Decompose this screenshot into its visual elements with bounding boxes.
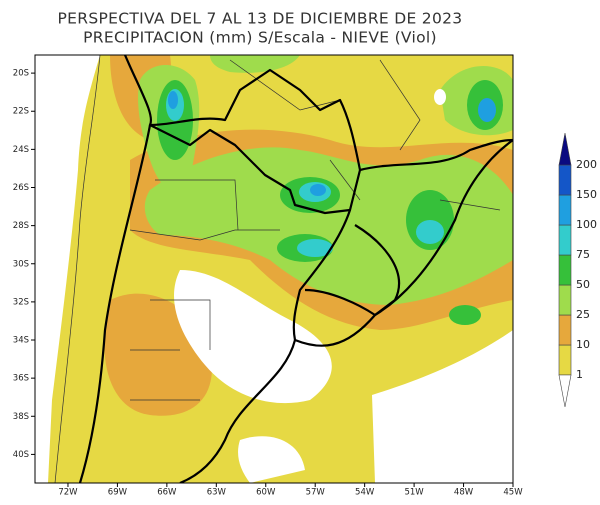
coastline — [294, 139, 513, 347]
y-tick-label: 26S — [13, 183, 29, 193]
colorbar-segment — [558, 224, 572, 256]
colorbar-label: 10 — [576, 338, 590, 351]
province-lines — [129, 59, 501, 401]
y-tick-label: 32S — [13, 297, 29, 307]
title: PERSPECTIVA DEL 7 AL 13 DE DICIEMBRE DE … — [58, 10, 463, 28]
y-tick-label: 38S — [13, 412, 29, 422]
x-tick-label: 54W — [355, 488, 375, 498]
colorbar-label: 75 — [576, 248, 590, 261]
y-tick-label: 20S — [13, 69, 29, 79]
y-tick-label: 34S — [13, 336, 29, 346]
x-tick-label: 66W — [157, 488, 177, 498]
border — [78, 124, 152, 483]
colorbar-over — [558, 132, 572, 166]
colorbar-label: 1 — [576, 368, 583, 381]
border — [123, 55, 362, 215]
x-tick-label: 63W — [207, 488, 227, 498]
x-tick-label: 60W — [256, 488, 276, 498]
colorbar-label: 25 — [576, 308, 590, 321]
field-teal — [416, 220, 444, 244]
border — [359, 138, 513, 172]
x-tick-label: 45W — [503, 488, 523, 498]
field-green-dark — [449, 305, 481, 325]
subtitle: PRECIPITACION (mm) S/Escala - NIEVE (Vio… — [83, 29, 437, 47]
y-tick-label: 40S — [13, 450, 29, 460]
y-tick-label: 36S — [13, 374, 29, 384]
map-field — [35, 55, 513, 483]
colorbar-label: 50 — [576, 278, 590, 291]
colorbar-label: 200 — [576, 158, 597, 171]
colorbar-segment — [558, 344, 572, 376]
field-white — [35, 55, 100, 483]
colorbar-segment — [558, 254, 572, 286]
coastline — [179, 339, 297, 483]
field-white — [434, 89, 446, 105]
y-tick-label: 28S — [13, 221, 29, 231]
y-tick-label: 22S — [13, 107, 29, 117]
colorbar-under — [558, 374, 572, 408]
x-tick-label: 48W — [454, 488, 474, 498]
field-white — [372, 330, 513, 483]
colorbar-segment — [558, 194, 572, 226]
x-tick-label: 51W — [404, 488, 424, 498]
y-tick-label: 30S — [13, 259, 29, 269]
colorbar-label: 100 — [576, 218, 597, 231]
colorbar: 1 10 25 50 75 100 150 200 — [558, 132, 597, 408]
field-green — [144, 147, 513, 305]
colorbar-segment — [558, 314, 572, 346]
field-white — [238, 436, 305, 483]
border — [292, 209, 352, 341]
colorbar-segment — [558, 284, 572, 316]
axes: 72W 69W 66W 63W 60W 57W 54W 51W 48W 45W 20S 22S 24S 2… — [13, 69, 523, 498]
x-tick-label: 72W — [58, 488, 78, 498]
field-white — [174, 270, 332, 404]
field-blue — [478, 98, 496, 122]
x-tick-label: 69W — [108, 488, 128, 498]
field-blue — [310, 184, 326, 196]
y-tick-label: 24S — [13, 145, 29, 155]
colorbar-segment — [558, 164, 572, 196]
x-tick-label: 57W — [306, 488, 326, 498]
coast-chile — [54, 55, 101, 483]
field-teal — [297, 239, 333, 257]
field-green — [210, 55, 300, 73]
map-frame — [34, 54, 514, 484]
colorbar-label: 150 — [576, 188, 597, 201]
field-blue — [168, 91, 178, 109]
